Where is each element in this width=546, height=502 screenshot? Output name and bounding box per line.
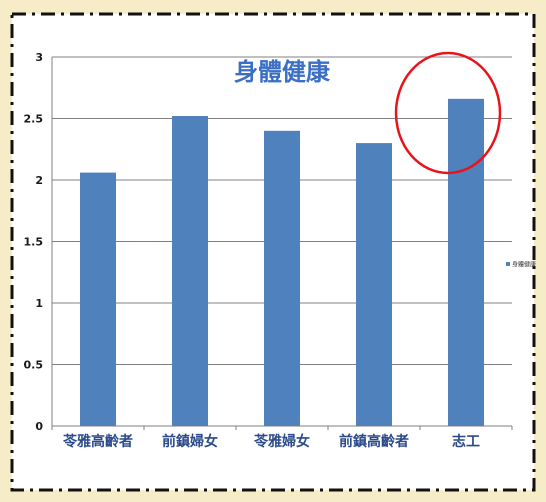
y-tick-label: 1.5 bbox=[24, 236, 44, 249]
y-tick-label: 0.5 bbox=[24, 359, 44, 372]
y-tick-label: 0 bbox=[35, 420, 43, 433]
y-tick-labels: 0 0.5 1 1.5 2 2.5 3 bbox=[24, 51, 44, 433]
bar bbox=[172, 116, 208, 426]
highlight-circle bbox=[394, 51, 502, 175]
legend: 身體健康 bbox=[506, 261, 536, 269]
bar bbox=[448, 98, 484, 426]
legend-entry-label: 身體健康 bbox=[512, 261, 536, 269]
x-category-label: 志工 bbox=[452, 433, 480, 450]
chart-title: 身體健康 bbox=[234, 58, 331, 86]
y-tick-label: 3 bbox=[35, 51, 43, 64]
x-category-label: 苓雅高齡者 bbox=[62, 433, 133, 450]
bar bbox=[264, 130, 300, 427]
bar bbox=[80, 172, 116, 426]
x-category-label: 前鎮高齡者 bbox=[339, 433, 409, 450]
frame-border bbox=[10, 12, 536, 492]
y-tick-label: 1 bbox=[35, 297, 43, 310]
y-tick-label: 2 bbox=[35, 174, 43, 187]
bar bbox=[356, 143, 392, 426]
y-tick-label: 2.5 bbox=[24, 113, 44, 126]
x-category-label: 苓雅婦女 bbox=[253, 433, 310, 450]
legend-swatch bbox=[506, 262, 510, 266]
bars bbox=[80, 98, 484, 427]
x-category-label: 前鎮婦女 bbox=[162, 433, 218, 450]
x-category-labels: 苓雅高齡者 前鎮婦女 苓雅婦女 前鎮高齡者 志工 bbox=[62, 433, 480, 450]
